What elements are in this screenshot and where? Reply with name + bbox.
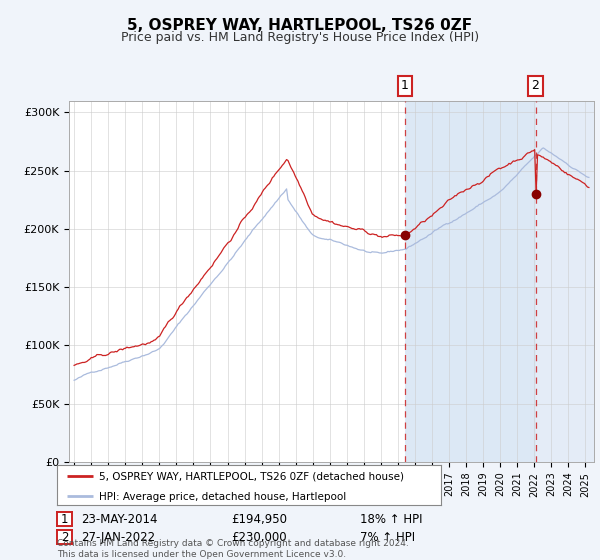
Text: 5, OSPREY WAY, HARTLEPOOL, TS26 0ZF (detached house): 5, OSPREY WAY, HARTLEPOOL, TS26 0ZF (det… bbox=[99, 472, 404, 482]
Text: 5, OSPREY WAY, HARTLEPOOL, TS26 0ZF: 5, OSPREY WAY, HARTLEPOOL, TS26 0ZF bbox=[127, 18, 473, 33]
Bar bbox=[404, 101, 536, 462]
Text: Price paid vs. HM Land Registry's House Price Index (HPI): Price paid vs. HM Land Registry's House … bbox=[121, 31, 479, 44]
Text: £230,000: £230,000 bbox=[231, 531, 287, 544]
Bar bbox=[536, 101, 600, 462]
Text: 1: 1 bbox=[401, 80, 409, 92]
Text: £194,950: £194,950 bbox=[231, 513, 287, 526]
Text: 7% ↑ HPI: 7% ↑ HPI bbox=[360, 531, 415, 544]
Text: 23-MAY-2014: 23-MAY-2014 bbox=[81, 513, 157, 526]
Text: 2: 2 bbox=[532, 80, 539, 92]
Text: 27-JAN-2022: 27-JAN-2022 bbox=[81, 531, 155, 544]
Text: HPI: Average price, detached house, Hartlepool: HPI: Average price, detached house, Hart… bbox=[99, 492, 346, 502]
Text: Contains HM Land Registry data © Crown copyright and database right 2024.
This d: Contains HM Land Registry data © Crown c… bbox=[57, 539, 409, 559]
Text: 1: 1 bbox=[61, 513, 68, 526]
Text: 18% ↑ HPI: 18% ↑ HPI bbox=[360, 513, 422, 526]
Text: 2: 2 bbox=[61, 531, 68, 544]
